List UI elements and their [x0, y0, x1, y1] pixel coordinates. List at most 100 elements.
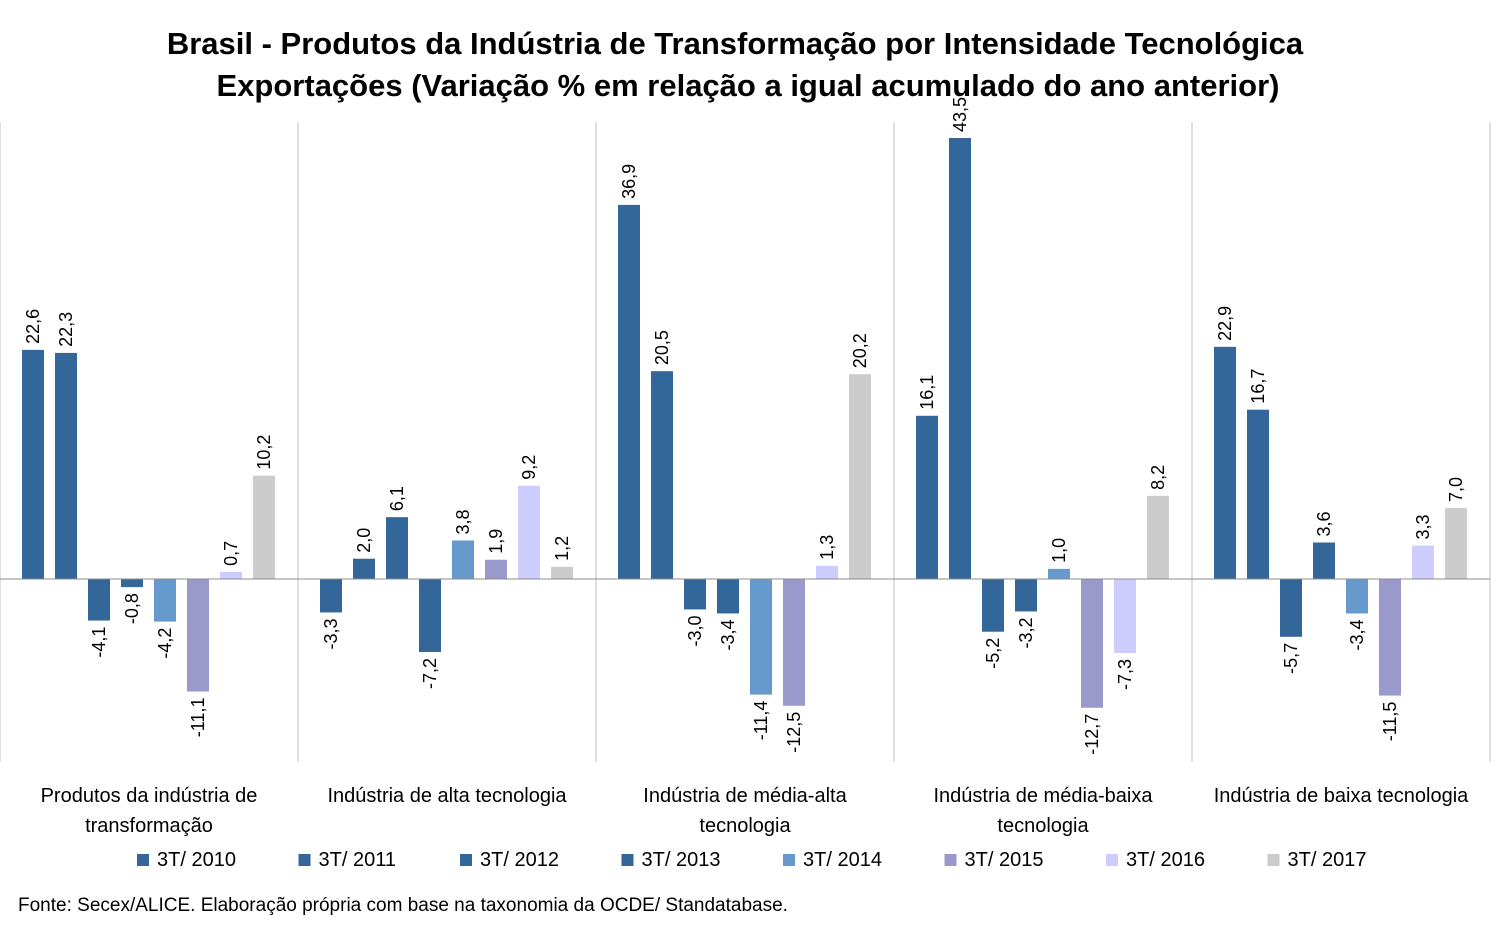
- data-label: 22,6: [23, 309, 43, 344]
- legend-entry: 3T/ 2016: [1126, 849, 1205, 871]
- legend: 3T/ 2010 3T/ 2011 3T/ 2012 3T/ 2013 3T/ 2014…: [137, 849, 1366, 871]
- data-label: 10,2: [254, 435, 274, 470]
- bar: [320, 579, 342, 613]
- bar: [1379, 579, 1401, 696]
- bar: [253, 475, 275, 579]
- legend-swatch: [298, 854, 311, 866]
- bar: [518, 485, 540, 579]
- data-label: -3,2: [1016, 617, 1036, 648]
- data-label: -11,4: [751, 701, 771, 741]
- bar: [220, 571, 242, 579]
- legend-entry: 3T/ 2017: [1288, 849, 1367, 871]
- legend-swatch: [1267, 854, 1280, 866]
- legend-entry: 3T/ 2014: [803, 849, 882, 871]
- legend-entry: 3T/ 2013: [642, 849, 721, 871]
- data-label: 22,3: [56, 312, 76, 347]
- data-label: -5,2: [983, 638, 1003, 669]
- data-label: 1,2: [552, 536, 572, 561]
- legend-swatch: [783, 854, 795, 866]
- category-labels: Produtos da indústria de transformação Ind…: [41, 785, 1470, 837]
- bar: [121, 579, 143, 588]
- plot-area: 22,6 -3,3 36,9 16,1 22,9 22,3 2,0 20,5 43,5 16,7 -…: [0, 97, 1491, 762]
- bar: [916, 415, 938, 579]
- bar: [1048, 568, 1070, 579]
- data-label: 36,9: [619, 164, 639, 199]
- category-label: Indústria de média-alta: [643, 785, 847, 807]
- bar: [816, 565, 838, 579]
- bar: [651, 371, 673, 579]
- bar: [485, 559, 507, 579]
- data-label: 16,1: [917, 375, 937, 410]
- data-label: 1,9: [486, 529, 506, 554]
- bar: [88, 579, 110, 621]
- legend-swatch: [460, 854, 472, 866]
- legend-swatch: [1106, 854, 1118, 866]
- category-label: transformação: [85, 815, 213, 837]
- bar: [1313, 542, 1335, 579]
- bar: [452, 540, 474, 579]
- data-label: 1,3: [817, 535, 837, 560]
- bar: [1015, 579, 1037, 612]
- bar: [55, 352, 77, 579]
- bar: [1280, 579, 1302, 637]
- bar: [1247, 409, 1269, 579]
- legend-swatch: [621, 854, 634, 866]
- data-label: 20,5: [652, 330, 672, 365]
- data-label: -7,2: [420, 658, 440, 689]
- bar: [22, 349, 44, 579]
- bar: [684, 579, 706, 610]
- category-label: tecnologia: [699, 815, 791, 837]
- source-note: Fonte: Secex/ALICE. Elaboração própria c…: [18, 895, 788, 916]
- bar: [551, 566, 573, 579]
- bar: [1147, 495, 1169, 579]
- category-label: Indústria de média-baixa: [933, 785, 1153, 807]
- legend-entry: 3T/ 2015: [965, 849, 1044, 871]
- data-label: -11,5: [1380, 702, 1400, 742]
- data-label: 1,0: [1049, 538, 1069, 563]
- chart-subtitle: Exportações (Variação % em relação a igu…: [217, 68, 1280, 103]
- data-label: 6,1: [387, 486, 407, 511]
- data-label: 0,7: [221, 541, 241, 566]
- bar: [1412, 545, 1434, 579]
- bar: [618, 204, 640, 579]
- bar: [187, 579, 209, 692]
- data-label: 3,6: [1314, 511, 1334, 536]
- data-label: 9,2: [519, 455, 539, 480]
- data-label: 20,2: [850, 333, 870, 368]
- bar: [1346, 579, 1368, 614]
- legend-swatch: [137, 854, 149, 866]
- data-label: -11,1: [188, 698, 208, 738]
- category-label: Indústria de alta tecnologia: [327, 785, 567, 807]
- data-label: -12,5: [784, 712, 804, 753]
- bar: [1214, 346, 1236, 579]
- bar: [1114, 579, 1136, 654]
- data-label: -0,8: [122, 593, 142, 624]
- bar: [849, 374, 871, 579]
- data-label: 2,0: [354, 528, 374, 553]
- bar: [353, 558, 375, 579]
- category-label: tecnologia: [997, 815, 1089, 837]
- data-label: 43,5: [950, 97, 970, 132]
- data-label: -3,0: [685, 615, 705, 646]
- bar: [717, 579, 739, 614]
- data-label: -4,2: [155, 628, 175, 659]
- data-label: 22,9: [1215, 306, 1235, 341]
- legend-entry: 3T/ 2011: [319, 849, 396, 871]
- data-label: 3,8: [453, 509, 473, 534]
- legend-swatch: [944, 854, 957, 866]
- data-label: 16,7: [1248, 369, 1268, 404]
- bar: [750, 579, 772, 695]
- legend-entry: 3T/ 2010: [157, 849, 236, 871]
- bar: [1445, 508, 1467, 579]
- bar: [154, 579, 176, 622]
- category-label: Produtos da indústria de: [41, 785, 258, 807]
- data-label: -4,1: [89, 627, 109, 658]
- data-label: -5,7: [1281, 643, 1301, 674]
- data-label: -3,3: [321, 618, 341, 649]
- chart-title: Brasil - Produtos da Indústria de Transf…: [167, 26, 1304, 61]
- legend-entry: 3T/ 2012: [480, 849, 559, 871]
- bar: [1081, 579, 1103, 708]
- bar: [982, 579, 1004, 632]
- data-label: -12,7: [1082, 714, 1102, 755]
